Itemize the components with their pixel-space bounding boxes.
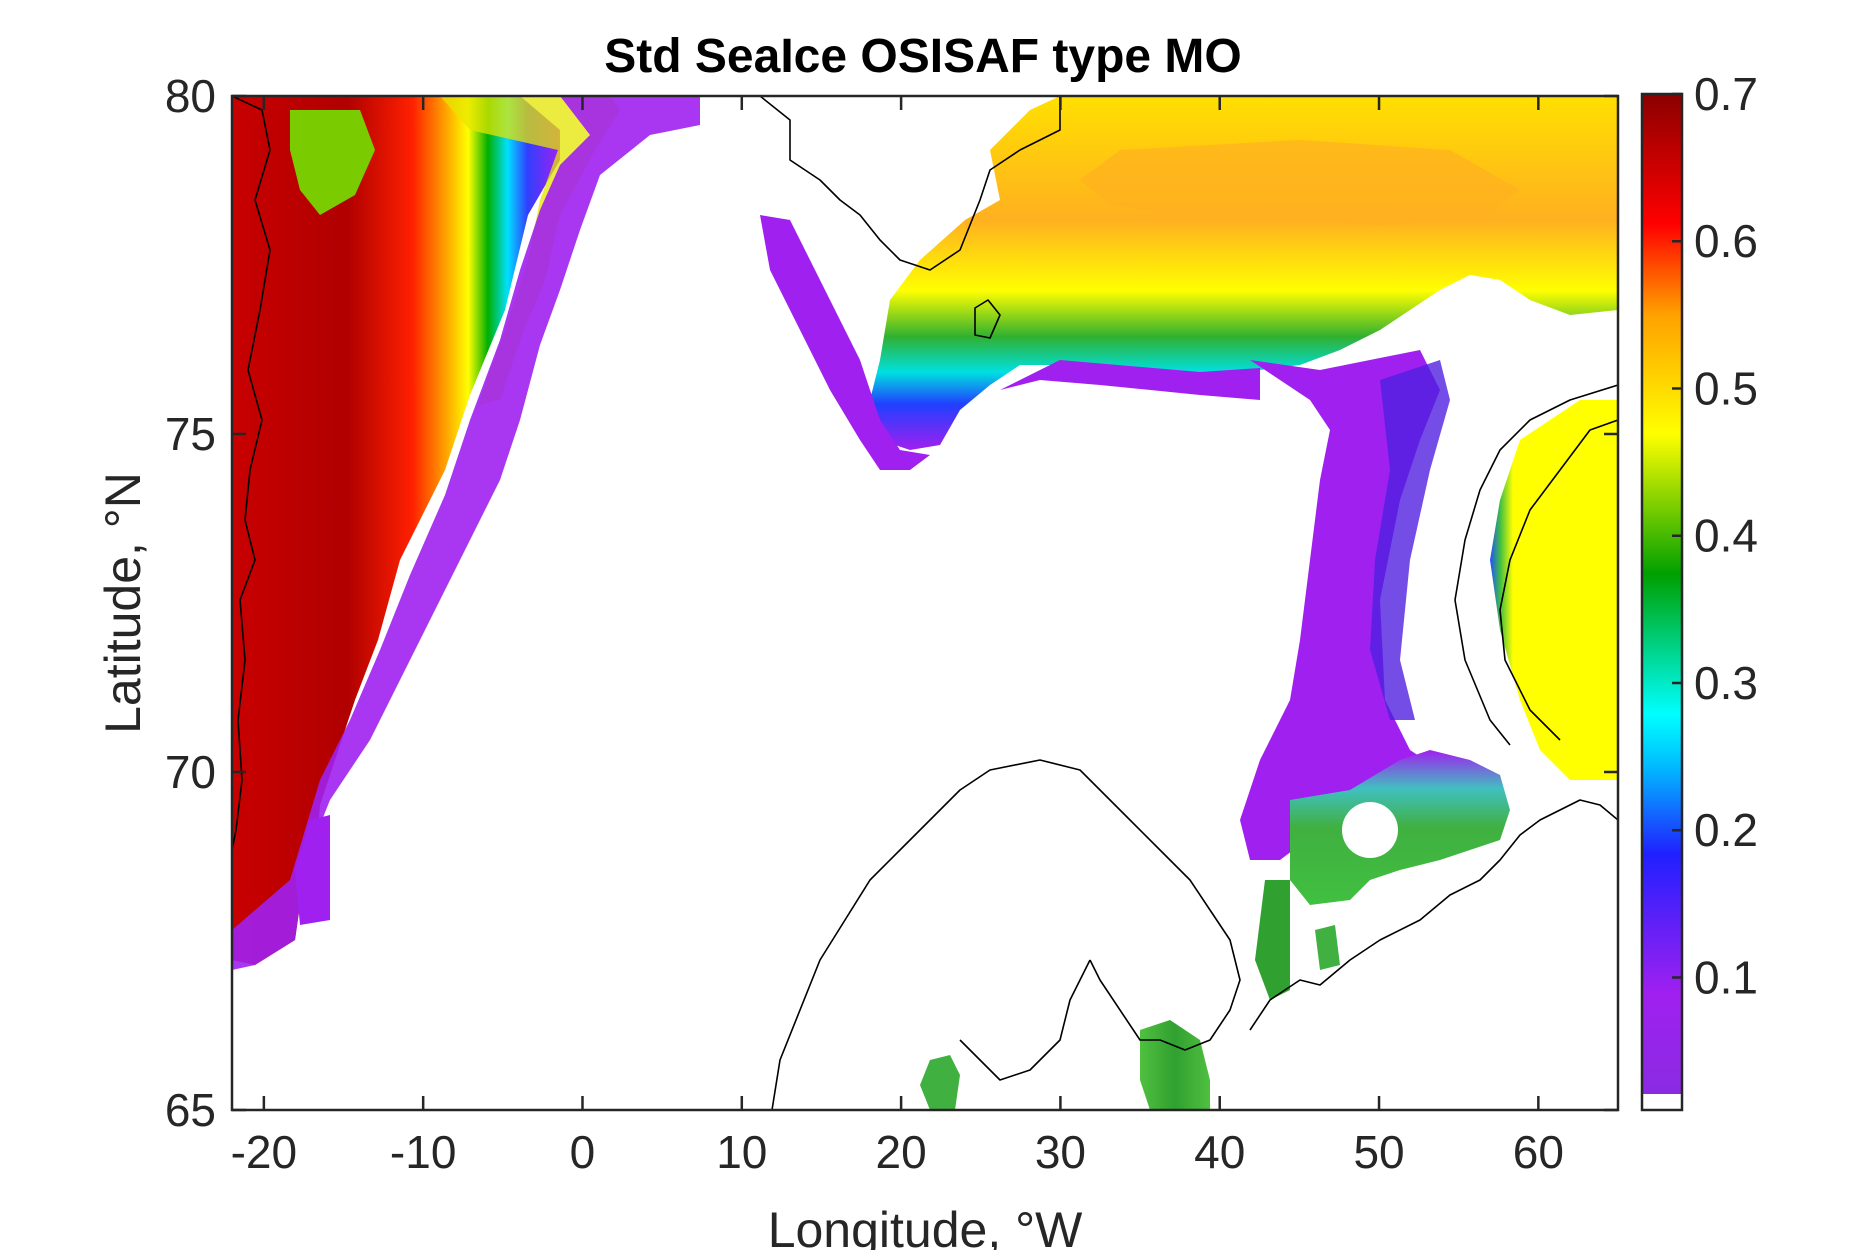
- x-tick-label: 0: [570, 1126, 596, 1178]
- cheshskaya-bay-ice: [1315, 925, 1340, 970]
- y-tick-label: 75: [165, 408, 216, 460]
- x-tick-label: 50: [1353, 1126, 1404, 1178]
- y-axis-label: Latitude, °N: [95, 472, 151, 734]
- colorbar-tick-label: 0.3: [1694, 657, 1758, 709]
- svalbard-coastline: [759, 96, 1061, 271]
- colorbar-tick-label: 0.6: [1694, 215, 1758, 267]
- x-tick-label: 10: [716, 1126, 767, 1178]
- scandinavia-inland-coastline: [959, 959, 1091, 1081]
- colorbar-tick-label: 0.7: [1694, 68, 1758, 120]
- x-axis-label: Longitude, °W: [768, 1202, 1083, 1250]
- y-axis: 65 70 75 80: [165, 70, 1618, 1136]
- east-greenland-ice-green-patch: [290, 110, 375, 215]
- colorbar-tick-label: 0.5: [1694, 362, 1758, 414]
- jan-mayen-area-ice: [295, 815, 330, 925]
- barents-south-fringe: [1000, 360, 1260, 400]
- plot-area: [232, 96, 1618, 1110]
- bear-island-coastline: [974, 299, 1001, 339]
- east-greenland-ice: [232, 96, 560, 965]
- colorbar-tick-label: 0.2: [1694, 804, 1758, 856]
- colorbar-box: [1640, 92, 1684, 1112]
- pechora-blue-band: [1370, 360, 1450, 720]
- white-sea-pechora-ice: [1290, 750, 1510, 905]
- gulf-of-finland-ice: [920, 1055, 960, 1110]
- colorbar-axis: 0.1 0.2 0.3 0.4 0.5 0.6 0.7: [1672, 68, 1758, 1003]
- kanin-island-hole: [1342, 802, 1398, 858]
- x-tick-label: -10: [390, 1126, 456, 1178]
- mezen-bay-ice: [1255, 880, 1290, 1000]
- white-sea-coastline: [1249, 799, 1618, 1031]
- barents-orange-core: [1080, 140, 1520, 225]
- x-tick-label: 20: [876, 1126, 927, 1178]
- kara-novaya-zemlya-ice: [1490, 400, 1618, 780]
- x-tick-label: 40: [1194, 1126, 1245, 1178]
- novaya-zemlya-coastline: [1454, 384, 1618, 746]
- y-tick-label: 80: [165, 70, 216, 122]
- colorbar-tick-label: 0.4: [1694, 510, 1758, 562]
- greenland-coastline: [232, 96, 271, 851]
- svalbard-purple-fringe: [760, 215, 930, 470]
- x-tick-label: 30: [1035, 1126, 1086, 1178]
- axes-box: [230, 94, 1620, 1112]
- colorbar-tick-label: 0.1: [1694, 951, 1758, 1003]
- x-tick-label: 60: [1513, 1126, 1564, 1178]
- baltic-bothnia-ice: [1140, 1020, 1210, 1110]
- x-axis: -20 -10 0 10 20 30 40 50 60: [231, 96, 1564, 1178]
- y-tick-label: 65: [165, 1084, 216, 1136]
- x-tick-label: -20: [231, 1126, 297, 1178]
- colorbar-fill: [1642, 94, 1682, 1094]
- east-greenland-ice-outer-purple: [232, 96, 700, 970]
- y-tick-label: 70: [165, 746, 216, 798]
- norway-kola-coastline: [771, 759, 1241, 1110]
- colorbar-null-bin: [1642, 1094, 1682, 1110]
- chart-title: Std SeaIce OSISAF type MO: [604, 30, 1242, 83]
